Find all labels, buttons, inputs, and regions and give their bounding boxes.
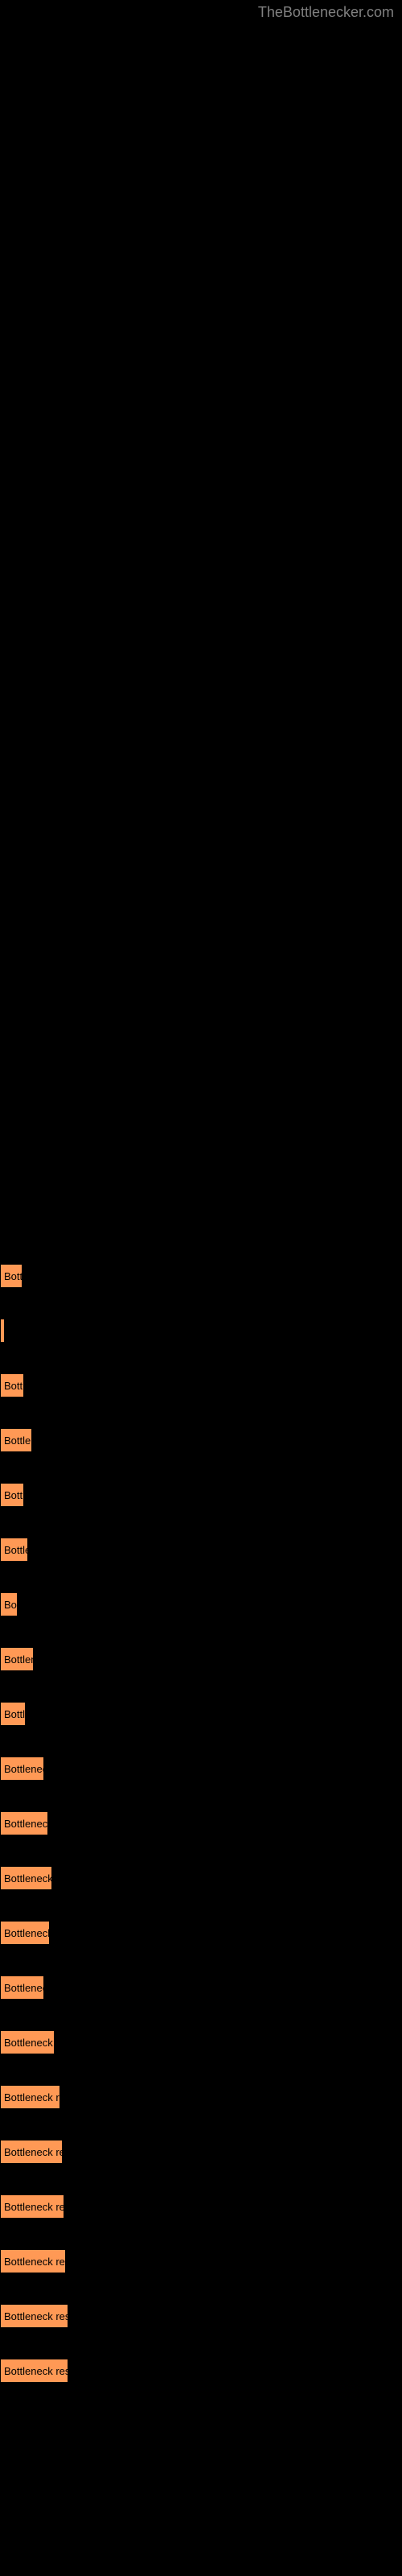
bar: Bottleneck result (0, 2194, 64, 2219)
bar: Bott (0, 1264, 23, 1288)
bar: Bottleneck result (0, 2304, 68, 2328)
bar: Bottleneck result (0, 2030, 55, 2054)
bar: Bottlen (0, 1538, 28, 1562)
bar-row: Bottleneck result (0, 2359, 402, 2383)
bar: Bottle (0, 1483, 24, 1507)
bar: Bottle (0, 1702, 26, 1726)
bar: Bottle (0, 1373, 24, 1397)
bar-row: Bottleneck resu (0, 1921, 402, 1945)
bar-row: Bottle (0, 1373, 402, 1397)
bar: Bottleneck r (0, 1975, 44, 2000)
bar-row: Bottlenec (0, 1647, 402, 1671)
bar-row: Bottle (0, 1483, 402, 1507)
bar: Bottleneck resu (0, 1921, 50, 1945)
bar-row: Bottleneck result (0, 2249, 402, 2273)
bar: Bottleneck result (0, 2140, 63, 2164)
bar: Bottleneck result (0, 2359, 68, 2383)
bar: Bottleneck result (0, 1866, 52, 1890)
bar-row: Bottleneck result (0, 2085, 402, 2109)
bar (0, 1319, 5, 1343)
bar-row: Bottleneck result (0, 2304, 402, 2328)
bar-row: Bottlene (0, 1428, 402, 1452)
bar-chart: Bott Bottle Bottlene Bottle Bottlen Bo Bottlen… (0, 0, 402, 2383)
bar: Bottleneck result (0, 2085, 60, 2109)
bar: Bottleneck re (0, 1757, 44, 1781)
bar-row: Bott (0, 1264, 402, 1288)
bar-row: Bottleneck res (0, 1811, 402, 1835)
bar: Bottleneck res (0, 1811, 48, 1835)
bar-row: Bottleneck r (0, 1975, 402, 2000)
bar-row: Bo (0, 1592, 402, 1616)
bar: Bottlenec (0, 1647, 34, 1671)
bar-row: Bottleneck result (0, 1866, 402, 1890)
bar-row: Bottle (0, 1702, 402, 1726)
bar: Bottlene (0, 1428, 32, 1452)
bar-row: Bottleneck re (0, 1757, 402, 1781)
bar-row: Bottlen (0, 1538, 402, 1562)
bar: Bo (0, 1592, 18, 1616)
bar-row: Bottleneck result (0, 2030, 402, 2054)
bar-row: Bottleneck result (0, 2140, 402, 2164)
watermark: TheBottlenecker.com (258, 4, 394, 21)
bar-row (0, 1319, 402, 1343)
bar: Bottleneck result (0, 2249, 66, 2273)
bar-row: Bottleneck result (0, 2194, 402, 2219)
